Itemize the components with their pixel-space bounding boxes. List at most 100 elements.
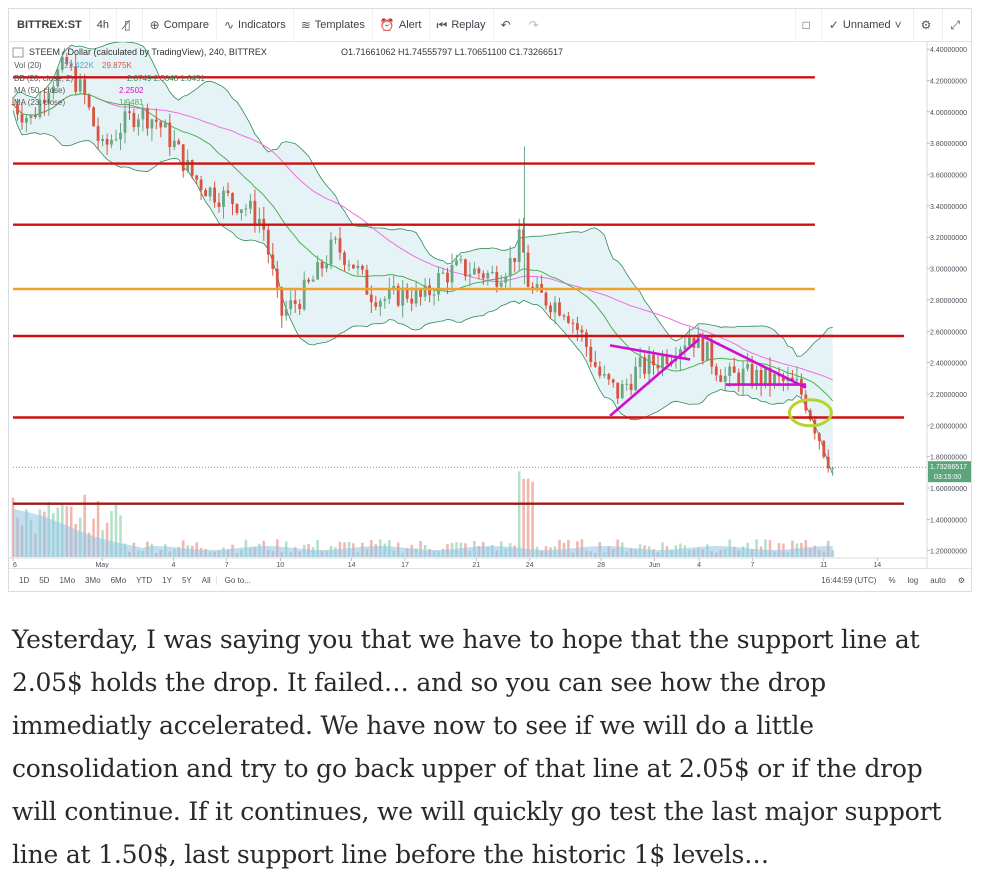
candle-body [217, 202, 221, 207]
price-axis[interactable]: 4.40000000 4.20000000 4.00000000 3.80000000… [926, 42, 971, 568]
candle-body [177, 140, 181, 145]
bottom-toolbar: 1D 5D 1Mo 3Mo 6Mo YTD 1Y 5Y All Go to...… [9, 568, 971, 592]
candle-body [804, 394, 808, 411]
support-resistance-lines[interactable] [13, 76, 904, 505]
alert-button[interactable]: ⏰ Alert [373, 9, 430, 41]
range-1mo[interactable]: 1Mo [59, 576, 76, 585]
candle-body [240, 209, 243, 213]
candle-body [16, 104, 19, 115]
expand-icon: ⤢ [950, 17, 960, 32]
candle-body [589, 346, 593, 362]
candle-body [298, 303, 302, 310]
replay-button[interactable]: ⏮ Replay [430, 9, 494, 41]
candle-body [464, 259, 467, 277]
candle-body [808, 410, 812, 420]
time-axis[interactable]: 6 May 4 7 10 14 17 21 24 28 Jun 4 7 11 14 [9, 557, 927, 568]
price-tick-label: 2.00000000 [930, 423, 967, 430]
candle-body [495, 271, 499, 287]
volume-bar [114, 502, 118, 557]
candle-body [343, 252, 346, 265]
candle-body [732, 366, 736, 373]
candle-body [141, 108, 145, 120]
range-1y[interactable]: 1Y [162, 576, 172, 585]
range-5y[interactable]: 5Y [181, 576, 192, 585]
candle-body [316, 262, 319, 280]
range-all[interactable]: All [201, 576, 211, 585]
candle-body [266, 229, 270, 255]
goto-button[interactable]: Go to... [215, 576, 256, 585]
range-5d[interactable]: 5D [39, 576, 50, 585]
price-tick-label: 2.60000000 [930, 329, 967, 336]
layout-menu[interactable]: ✓ Unnamed ˅ [822, 9, 914, 41]
templates-icon: ≋ [300, 18, 311, 32]
candle-body [486, 273, 490, 279]
candle-body [235, 204, 239, 213]
legend-ohlc: O1.71661062 H1.74555797 L1.70651100 C1.7… [341, 47, 563, 57]
candle-body [688, 337, 691, 346]
collapse-legend-icon[interactable] [12, 47, 24, 58]
volume-bar [96, 501, 100, 557]
candle-body [334, 238, 337, 240]
expand-button[interactable]: ⤢ [943, 9, 971, 41]
candle-body [593, 362, 597, 367]
scale-settings-icon[interactable]: ⚙ [957, 576, 965, 585]
compare-button[interactable]: ⊕ Compare [143, 9, 217, 41]
compare-label: Compare [163, 19, 209, 31]
bar-style-button[interactable]: ▯̸ [117, 9, 143, 41]
range-6mo[interactable]: 6Mo [110, 576, 127, 585]
legend-vol-value: 23.422K [64, 61, 94, 70]
auto-toggle[interactable]: auto [930, 576, 946, 585]
candle-body [208, 187, 212, 197]
log-toggle[interactable]: log [907, 576, 919, 585]
candle-body [110, 139, 113, 145]
chart-toolbar: BITTREX:ST 4h ▯̸ ⊕ Compare ∿ Indicators ≋ T… [9, 9, 971, 42]
candle-body [576, 323, 579, 330]
candle-body [571, 322, 575, 324]
time-tick-label: 21 [472, 562, 480, 568]
candle-body [226, 190, 230, 194]
candle-body [459, 259, 463, 261]
candle-body [374, 302, 378, 307]
candle-body [101, 139, 104, 141]
candle-body [347, 264, 351, 266]
templates-button[interactable]: ≋ Templates [294, 9, 373, 41]
candle-body [419, 289, 422, 297]
candle-body [253, 200, 257, 225]
legend: STEEM / Dollar (calculated by TradingVie… [12, 47, 563, 107]
undo-button[interactable]: ↶ [494, 9, 522, 41]
range-1d[interactable]: 1D [19, 576, 30, 585]
candle-body [481, 273, 485, 279]
drawings[interactable] [609, 333, 833, 428]
candle-body [43, 99, 46, 104]
candle-body [701, 334, 705, 361]
indicators-button[interactable]: ∿ Indicators [217, 9, 294, 41]
price-tick-label: 4.00000000 [930, 110, 967, 117]
candle-body [128, 111, 131, 113]
candle-body [773, 374, 776, 385]
interval-button[interactable]: 4h [90, 9, 118, 41]
percent-toggle[interactable]: % [888, 576, 896, 585]
fullscreen-toggle[interactable]: □ [794, 9, 822, 41]
range-3mo[interactable]: 3Mo [85, 576, 101, 585]
candle-body [163, 122, 167, 128]
candle-body [580, 329, 584, 333]
time-tick-label: May [95, 562, 109, 568]
moving-averages [12, 93, 834, 402]
candle-body [34, 115, 37, 117]
utc-clock[interactable]: 16:44:59 (UTC) [821, 576, 877, 585]
candle-body [29, 115, 33, 118]
range-ytd[interactable]: YTD [136, 576, 153, 585]
last-price-label: 1.73266517 [930, 464, 967, 471]
chevron-down-icon: ˅ [894, 18, 902, 32]
time-tick-label: 14 [348, 562, 356, 568]
price-tick-label: 4.20000000 [930, 79, 967, 86]
redo-button[interactable]: ↷ [522, 9, 550, 41]
settings-button[interactable]: ⚙ [914, 9, 944, 41]
legend-vol: Vol (20) [14, 61, 42, 70]
symbol-search[interactable]: BITTREX:ST [9, 9, 90, 41]
volume-bar [419, 540, 422, 557]
volume-bar [661, 542, 664, 557]
price-chart[interactable]: 4.40000000 4.20000000 4.00000000 3.80000000… [9, 42, 971, 568]
volume-bar [567, 540, 570, 557]
time-tick-label: 7 [751, 562, 755, 568]
